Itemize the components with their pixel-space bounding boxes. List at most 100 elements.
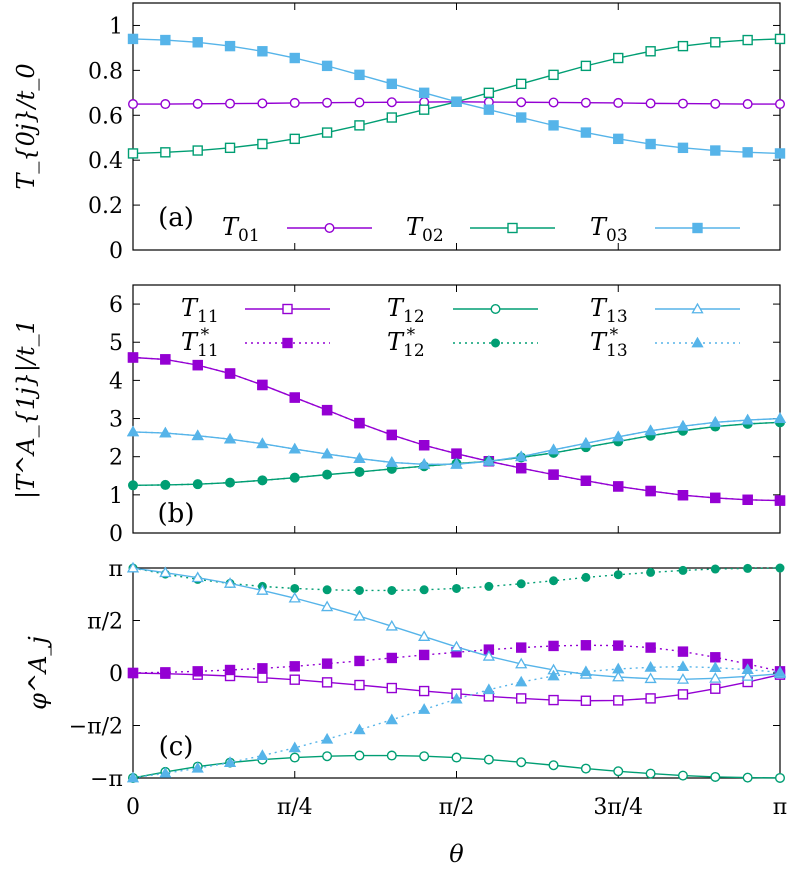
data-point <box>484 581 494 591</box>
data-point <box>127 148 139 159</box>
data-point <box>483 754 494 765</box>
data-point <box>741 670 754 681</box>
data-point <box>741 413 754 425</box>
legend-marker <box>324 222 335 233</box>
data-point <box>289 97 300 108</box>
data-point <box>191 429 204 441</box>
data-point <box>224 142 236 154</box>
data-point <box>612 662 625 674</box>
data-point <box>224 664 236 676</box>
data-point <box>515 675 528 687</box>
legend-label: T03 <box>590 213 628 246</box>
data-point <box>418 104 430 115</box>
data-point <box>192 359 203 371</box>
data-point <box>774 148 786 159</box>
data-point <box>516 693 527 704</box>
data-point <box>321 127 333 138</box>
legend-marker <box>282 337 293 349</box>
y-tick-label: 0 <box>109 662 123 687</box>
y-tick-label: −π/2 <box>69 715 123 740</box>
data-point <box>644 424 657 436</box>
data-point <box>256 749 269 760</box>
data-point <box>418 87 430 99</box>
data-point <box>192 98 203 109</box>
data-point <box>548 694 559 706</box>
data-point <box>256 584 269 595</box>
data-point <box>774 33 786 45</box>
data-point <box>288 591 301 603</box>
data-point <box>386 682 397 694</box>
data-point <box>160 34 171 46</box>
legend-entry-t11: T11 <box>181 294 330 327</box>
data-point <box>676 419 690 431</box>
data-point <box>613 133 624 145</box>
data-point <box>774 495 786 506</box>
data-point <box>418 685 430 697</box>
data-point <box>645 485 656 497</box>
data-point <box>516 97 527 108</box>
data-point <box>677 490 689 501</box>
data-point <box>322 751 333 762</box>
data-point <box>191 761 204 773</box>
data-point <box>289 133 300 145</box>
data-point <box>677 770 688 781</box>
data-point <box>516 112 527 123</box>
data-point <box>743 563 753 573</box>
data-point <box>320 447 334 459</box>
data-point <box>579 437 593 448</box>
legend-entry-t03: T03 <box>590 213 740 246</box>
panel-label: (b) <box>158 499 195 529</box>
data-point <box>386 652 397 664</box>
data-point <box>418 703 431 714</box>
data-point <box>127 667 139 679</box>
data-point <box>257 672 268 683</box>
data-point <box>321 658 333 669</box>
data-point <box>742 147 753 158</box>
data-point <box>159 566 172 578</box>
data-point <box>612 670 625 682</box>
legend-marker <box>691 302 704 314</box>
legend-marker <box>507 222 518 234</box>
data-point <box>354 679 365 691</box>
data-point <box>710 564 720 574</box>
data-point <box>353 609 366 621</box>
data-point <box>516 642 527 653</box>
legend-entry-t02: T02 <box>406 213 555 246</box>
y-tick-label: 0 <box>109 522 123 547</box>
data-point <box>516 757 527 768</box>
data-point <box>646 567 656 577</box>
data-point <box>223 577 237 588</box>
data-point <box>709 416 722 427</box>
legend-marker <box>692 222 703 234</box>
data-point <box>386 429 397 441</box>
data-point <box>354 750 365 761</box>
data-point <box>192 37 203 48</box>
legend-label: T13* <box>590 325 628 361</box>
data-point <box>257 663 268 674</box>
legend-label: T12 <box>387 294 425 327</box>
data-point <box>127 33 139 45</box>
y-tick-label: π/2 <box>87 609 123 634</box>
data-point <box>160 99 171 110</box>
data-point <box>548 640 559 652</box>
data-point <box>418 649 430 661</box>
legend-entry-t13-star: T13* <box>590 325 740 361</box>
data-point <box>354 417 365 429</box>
data-point <box>159 766 172 778</box>
y-tick-label: 0 <box>109 239 123 264</box>
data-point <box>321 677 333 688</box>
y-tick-label: 1 <box>109 484 123 509</box>
data-point <box>580 97 591 108</box>
data-point <box>710 652 721 663</box>
data-point <box>418 630 431 641</box>
y-tick-label: 0.6 <box>88 104 123 129</box>
data-point <box>710 37 721 48</box>
data-point <box>451 448 462 459</box>
data-point <box>257 46 268 57</box>
series-line <box>132 38 781 155</box>
data-point <box>775 99 786 110</box>
data-point <box>288 442 301 454</box>
data-point <box>385 456 398 467</box>
series-line <box>132 665 781 779</box>
data-point <box>613 640 624 651</box>
